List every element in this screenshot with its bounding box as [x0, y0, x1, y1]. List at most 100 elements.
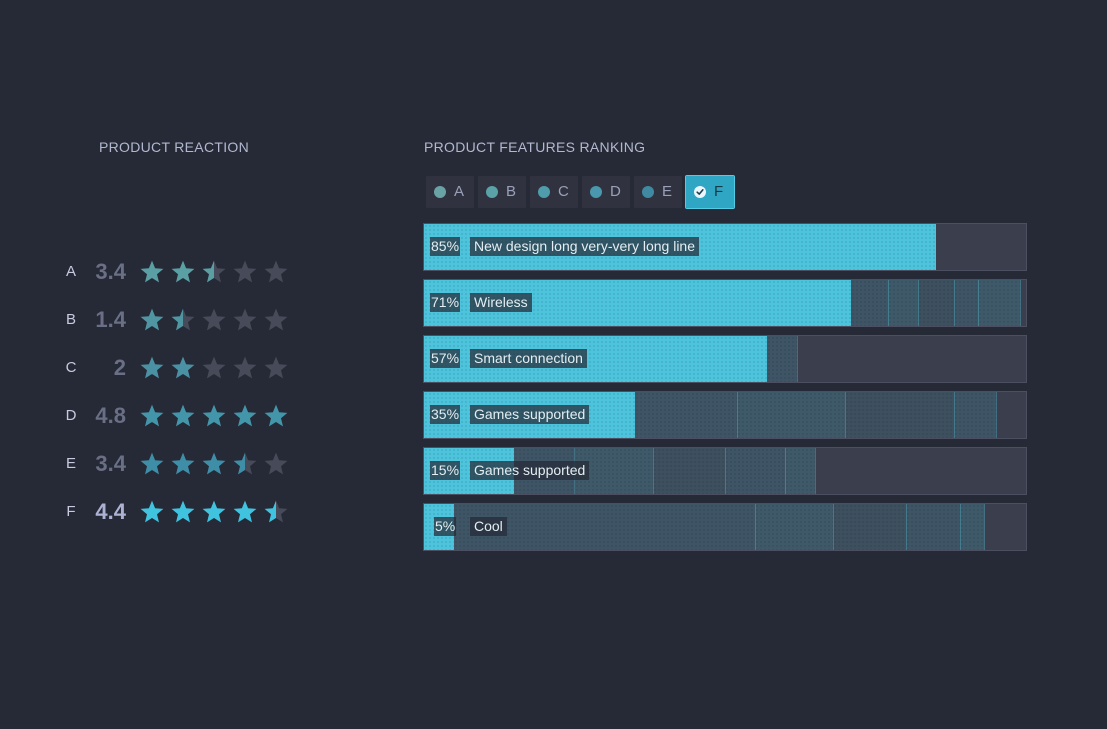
- bar-row[interactable]: 57% Smart connection: [423, 335, 1027, 383]
- rating-value: 2: [113, 355, 126, 380]
- series-dot-icon: [642, 186, 654, 198]
- legend-tab-a[interactable]: A: [426, 176, 474, 208]
- product-features-ranking-title: PRODUCT FEATURES RANKING: [424, 139, 646, 155]
- bar-fill: [424, 504, 455, 550]
- star-icon: [233, 500, 257, 523]
- rating-value: 4.8: [95, 403, 126, 428]
- star-icon: [264, 356, 288, 379]
- star-icon: [202, 260, 226, 283]
- star-icon: [171, 452, 195, 475]
- legend-tab-label: B: [506, 183, 517, 200]
- bar-ghost-segment: [887, 280, 919, 326]
- star-icon: [140, 308, 164, 331]
- bar-row[interactable]: 35% Games supported: [423, 391, 1027, 439]
- checkbox-checked-icon: [694, 186, 706, 198]
- bar-percent-label: 5%: [434, 517, 457, 536]
- rating-letter: D: [65, 407, 77, 424]
- star-icon: [171, 356, 195, 379]
- legend-tab-b[interactable]: B: [478, 176, 526, 208]
- bar-percent-label: 35%: [430, 405, 461, 424]
- star-icon: [264, 404, 288, 427]
- bar-ghost-segment: [845, 392, 955, 438]
- bar-percent-label: 57%: [430, 349, 461, 368]
- legend-tab-label: C: [558, 183, 569, 200]
- bar-ghost-segment: [977, 280, 1021, 326]
- star-icon: [171, 404, 195, 427]
- star-icon: [233, 308, 257, 331]
- bar-row[interactable]: 71% Wireless: [423, 279, 1027, 327]
- bar-ghost-segment: [785, 448, 817, 494]
- star-icon: [202, 356, 226, 379]
- star-icon: [233, 260, 257, 283]
- bar-category-label: Games supported: [470, 461, 590, 480]
- product-reaction-title: PRODUCT REACTION: [99, 139, 249, 155]
- rating-value: 4.4: [95, 499, 126, 524]
- bar-ghost-segment: [755, 504, 835, 550]
- rating-letter: A: [65, 263, 76, 280]
- star-icon: [264, 500, 288, 523]
- bar-fill: [424, 336, 768, 382]
- star-icon: [202, 452, 226, 475]
- bar-row[interactable]: 15% Games supported: [423, 447, 1027, 495]
- star-icon: [233, 452, 257, 475]
- rating-row-e: E 3.4: [60, 449, 340, 479]
- bar-category-label: Cool: [470, 517, 507, 536]
- bar-ghost-segment: [737, 392, 847, 438]
- bar-ghost-segment: [959, 504, 985, 550]
- legend-tab-e[interactable]: E: [634, 176, 682, 208]
- rating-value: 3.4: [95, 451, 126, 476]
- legend-tab-label: A: [454, 183, 465, 200]
- bar-ghost-segment: [905, 504, 961, 550]
- bar-ghost-segment: [953, 392, 997, 438]
- rating-row-f: F 4.4: [60, 497, 340, 527]
- star-icon: [202, 500, 226, 523]
- series-dot-icon: [434, 186, 446, 198]
- legend-tab-label: E: [662, 183, 673, 200]
- star-icon: [171, 308, 195, 331]
- bar-ghost-segment: [652, 448, 726, 494]
- bar-row[interactable]: 5% Cool: [423, 503, 1027, 551]
- bar-row[interactable]: 85% New design long very-very long line: [423, 223, 1027, 271]
- star-icon: [264, 308, 288, 331]
- bar-ghost-segment: [833, 504, 907, 550]
- star-icon: [233, 356, 257, 379]
- bar-percent-label: 85%: [430, 237, 461, 256]
- rating-row-b: B 1.4: [60, 305, 340, 335]
- bar-percent-label: 15%: [430, 461, 461, 480]
- bar-ghost-segment: [725, 448, 787, 494]
- bar-ghost-segment: [851, 280, 889, 326]
- star-icon: [202, 308, 226, 331]
- bar-ghost-segment: [953, 280, 979, 326]
- bar-category-label: New design long very-very long line: [470, 237, 699, 256]
- star-icon: [140, 260, 164, 283]
- legend-tab-label: F: [714, 183, 724, 200]
- rating-value: 1.4: [95, 307, 126, 332]
- legend-tab-d[interactable]: D: [582, 176, 630, 208]
- star-icon: [140, 356, 164, 379]
- rating-letter: F: [66, 503, 76, 520]
- series-dot-icon: [486, 186, 498, 198]
- star-icon: [264, 452, 288, 475]
- bar-ghost-segment: [917, 280, 955, 326]
- bar-category-label: Games supported: [470, 405, 590, 424]
- bar-category-label: Smart connection: [470, 349, 587, 368]
- bar-ghost-segment: [634, 392, 739, 438]
- series-dot-icon: [590, 186, 602, 198]
- star-icon: [264, 260, 288, 283]
- bar-percent-label: 71%: [430, 293, 461, 312]
- rating-letter: B: [65, 311, 76, 328]
- rating-row-a: A 3.4: [60, 257, 340, 287]
- legend-tab-c[interactable]: C: [530, 176, 578, 208]
- rating-row-d: D 4.8: [60, 401, 340, 431]
- series-dot-icon: [538, 186, 550, 198]
- star-icon: [171, 260, 195, 283]
- star-icon: [233, 404, 257, 427]
- bar-category-label: Wireless: [470, 293, 532, 312]
- legend-tab-label: D: [610, 183, 621, 200]
- legend-tab-f[interactable]: F: [685, 175, 735, 209]
- rating-letter: C: [65, 359, 77, 376]
- bar-ghost-segment: [767, 336, 799, 382]
- star-icon: [202, 404, 226, 427]
- rating-letter: E: [65, 455, 76, 472]
